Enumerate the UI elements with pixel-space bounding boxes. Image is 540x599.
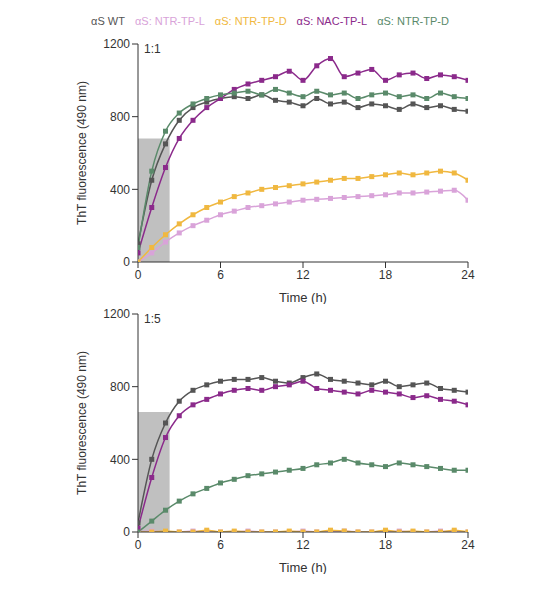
- svg-text:800: 800: [110, 380, 130, 394]
- html-text:1:5: 1:5: [144, 312, 161, 326]
- html-text:αS: NTR-TP-L: αS: NTR-TP-L: [134, 15, 205, 27]
- svg-text:400: 400: [110, 453, 130, 467]
- html-text:1:1: 1:1: [144, 42, 161, 56]
- svg-text:Time (h): Time (h): [279, 290, 327, 304]
- svg-text:1200: 1200: [103, 307, 130, 321]
- svg-text:400: 400: [110, 183, 130, 197]
- svg-text:1200: 1200: [103, 37, 130, 51]
- svg-text:18: 18: [379, 268, 393, 282]
- svg-text:0: 0: [123, 255, 130, 269]
- svg-text:0: 0: [123, 525, 130, 539]
- html-text:αS: NTR-TP-D: αS: NTR-TP-D: [377, 15, 449, 27]
- svg-text:6: 6: [217, 538, 224, 552]
- svg-text:12: 12: [296, 268, 310, 282]
- svg-text:24: 24: [461, 268, 475, 282]
- svg-text:24: 24: [461, 538, 475, 552]
- svg-text:6: 6: [217, 268, 224, 282]
- svg-text:ThT fluorescence (490 nm): ThT fluorescence (490 nm): [75, 81, 89, 225]
- svg-text:18: 18: [379, 538, 393, 552]
- svg-text:ThT fluorescence (490 nm): ThT fluorescence (490 nm): [75, 351, 89, 495]
- svg-text:12: 12: [296, 538, 310, 552]
- svg-text:800: 800: [110, 110, 130, 124]
- svg-text:0: 0: [135, 268, 142, 282]
- html-text:αS: NAC-TP-L: αS: NAC-TP-L: [296, 15, 368, 27]
- html-text:αS WT: αS WT: [91, 15, 125, 27]
- svg-text:0: 0: [135, 538, 142, 552]
- html-text:αS: NTR-TP-D: αS: NTR-TP-D: [214, 15, 287, 27]
- svg-text:Time (h): Time (h): [279, 560, 327, 574]
